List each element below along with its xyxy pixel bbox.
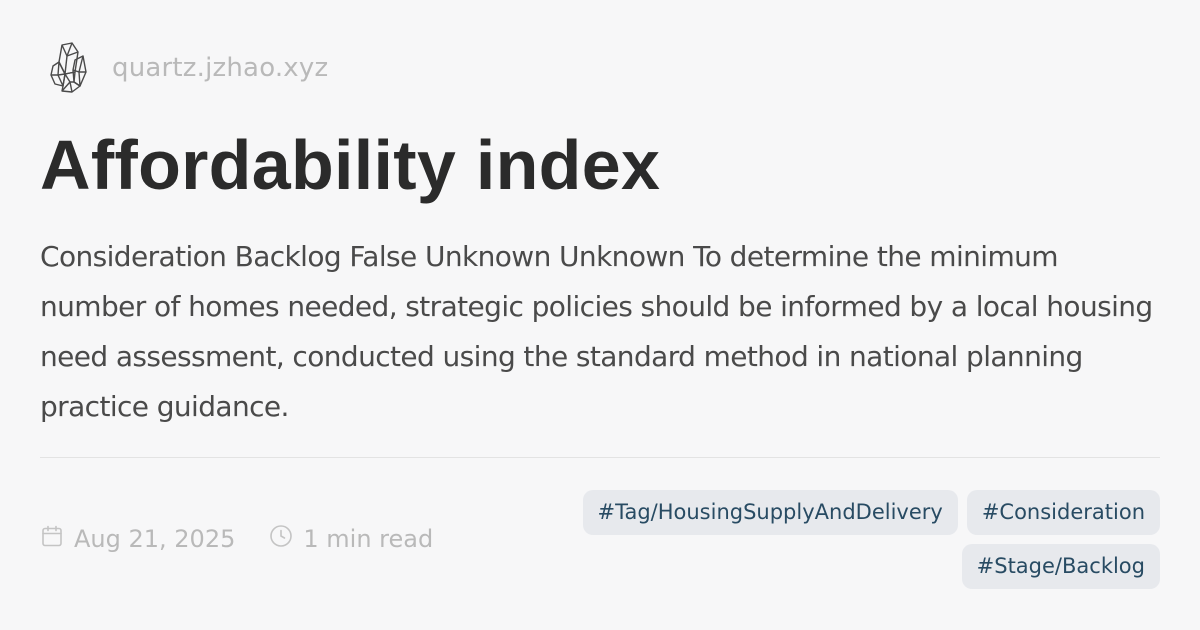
tag-list: #Tag/HousingSupplyAndDelivery #Considera… bbox=[580, 490, 1160, 589]
calendar-icon bbox=[40, 524, 74, 554]
divider bbox=[40, 457, 1160, 458]
page-description: Consideration Backlog False Unknown Unkn… bbox=[40, 240, 1153, 423]
page-title: Affordability index bbox=[40, 126, 661, 204]
reading-time: 1 min read bbox=[303, 525, 434, 553]
site-header: quartz.jzhao.xyz bbox=[46, 40, 328, 96]
page-meta: Aug 21, 2025 1 min read bbox=[40, 524, 467, 554]
publish-date: Aug 21, 2025 bbox=[74, 525, 236, 553]
reading-time-meta: 1 min read bbox=[269, 524, 433, 554]
tag-consideration[interactable]: #Consideration bbox=[966, 490, 1160, 535]
tag-stage-backlog[interactable]: #Stage/Backlog bbox=[961, 544, 1160, 589]
crystal-logo-icon[interactable] bbox=[46, 40, 90, 96]
date-meta: Aug 21, 2025 bbox=[40, 524, 235, 554]
tag-housing-supply[interactable]: #Tag/HousingSupplyAndDelivery bbox=[582, 490, 958, 535]
site-name[interactable]: quartz.jzhao.xyz bbox=[112, 53, 329, 83]
clock-icon bbox=[269, 524, 303, 554]
